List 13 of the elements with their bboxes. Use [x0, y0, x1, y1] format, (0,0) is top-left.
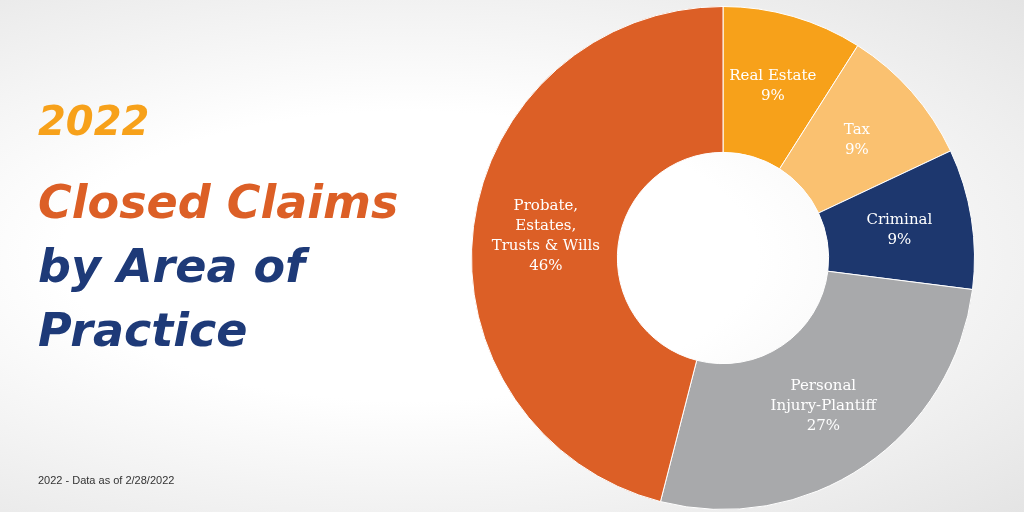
text: 2022 [38, 98, 150, 144]
data-label: 9% [887, 229, 912, 248]
text: Closed Claims by Area of Practice [38, 174, 400, 359]
text: 2022 - Data as of 2/28/2022 [38, 474, 175, 486]
slice-label: Probate, Estates, Trusts & Wills [491, 195, 601, 254]
slice-label: Real Estate [729, 66, 817, 85]
data-label: 9% [760, 86, 785, 105]
slice-label: Personal Injury-Plantiff [770, 375, 878, 414]
data-label: 27% [806, 415, 841, 434]
data-label: 46% [529, 255, 563, 274]
data-label: 9% [845, 139, 869, 158]
slice-label: Tax [843, 119, 871, 138]
slice-label: Criminal [866, 209, 933, 228]
